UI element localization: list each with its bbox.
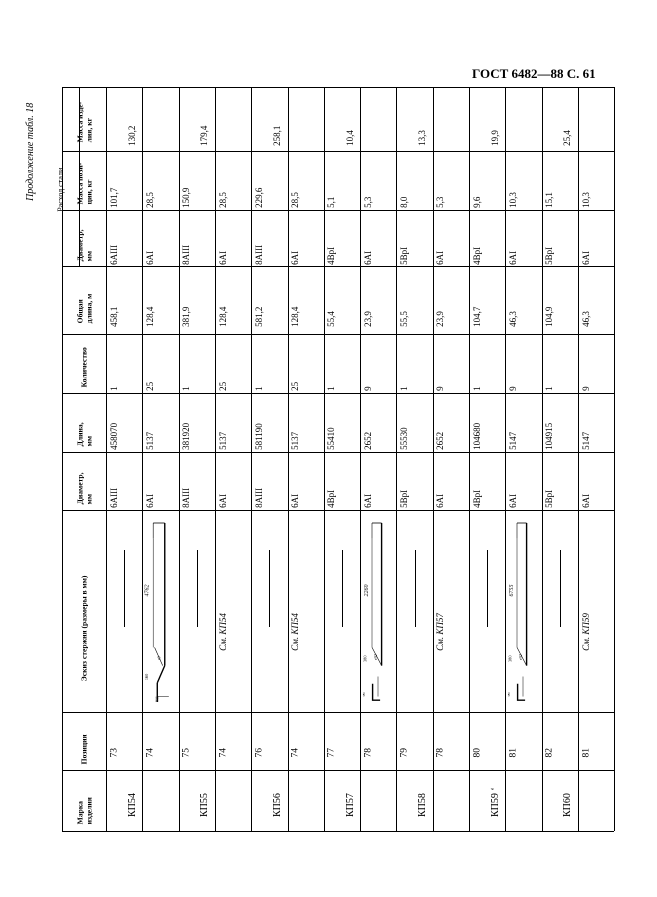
svg-text:4762: 4762 xyxy=(144,584,151,596)
svg-text:6755: 6755 xyxy=(509,584,515,596)
svg-text:r9: r9 xyxy=(157,655,162,660)
svg-text:811: 811 xyxy=(155,696,160,702)
svg-text:r92: r92 xyxy=(373,653,378,660)
svg-text:r92: r92 xyxy=(519,653,524,660)
svg-text:380: 380 xyxy=(508,656,513,662)
svg-text:380: 380 xyxy=(363,656,368,662)
svg-text:96: 96 xyxy=(508,693,511,697)
svg-text:2260: 2260 xyxy=(364,584,370,596)
svg-text:160: 160 xyxy=(144,674,149,680)
svg-text:96: 96 xyxy=(363,693,366,697)
